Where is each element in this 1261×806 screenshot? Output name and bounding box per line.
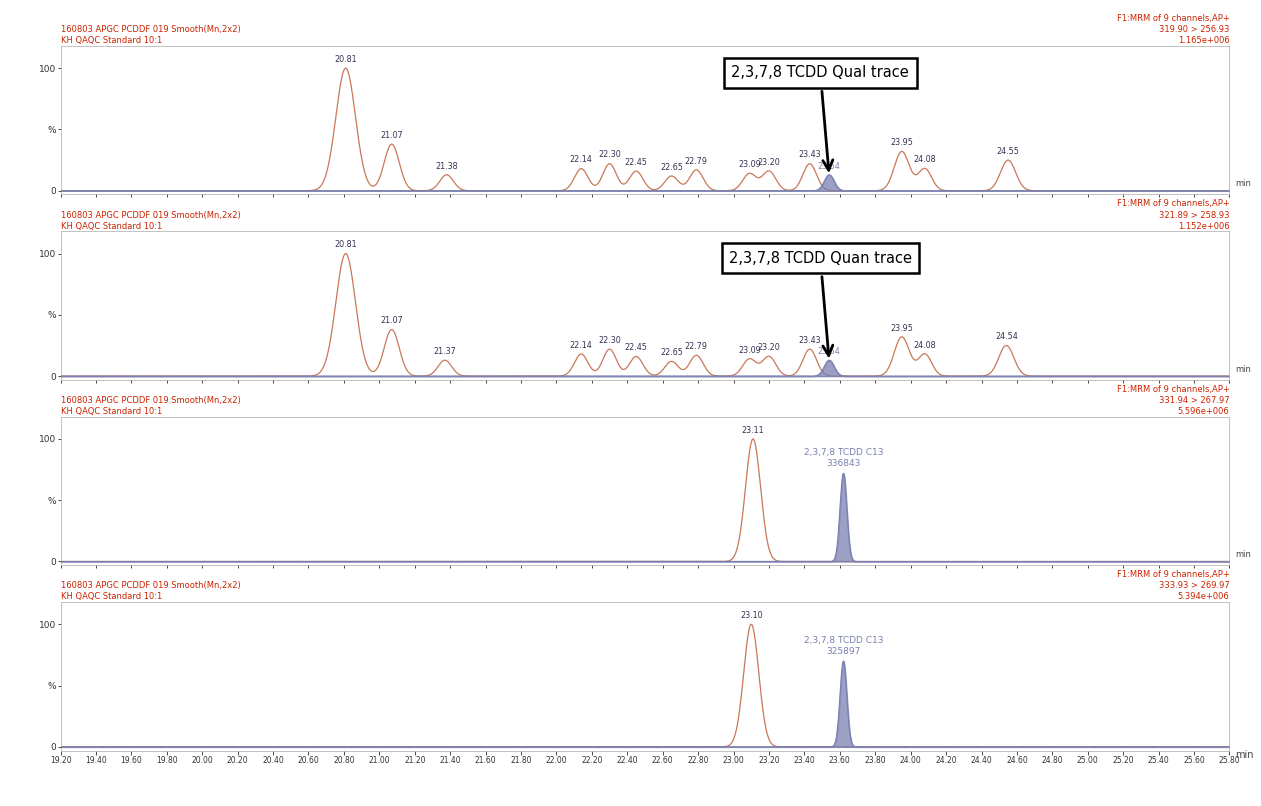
Text: 23.09: 23.09: [738, 160, 760, 169]
Text: 22.45: 22.45: [624, 343, 648, 352]
Text: 23.20: 23.20: [758, 343, 781, 352]
Text: 24.54: 24.54: [995, 332, 1018, 341]
Text: 160803 APGC PCDDF 019 Smooth(Mn,2x2)
KH QAQC Standard 10:1: 160803 APGC PCDDF 019 Smooth(Mn,2x2) KH …: [61, 210, 241, 231]
Text: 23.54: 23.54: [818, 347, 841, 356]
Text: 22.65: 22.65: [660, 348, 683, 357]
Text: 23.43: 23.43: [798, 151, 821, 160]
Text: 2,3,7,8 TCDD C13
325897: 2,3,7,8 TCDD C13 325897: [803, 636, 883, 656]
Text: 23.54: 23.54: [818, 161, 841, 171]
Text: 21.38: 21.38: [435, 161, 458, 171]
Text: 160803 APGC PCDDF 019 Smooth(Mn,2x2)
KH QAQC Standard 10:1: 160803 APGC PCDDF 019 Smooth(Mn,2x2) KH …: [61, 25, 241, 45]
Text: F1:MRM of 9 channels,AP+
319.90 > 256.93
1.165e+006: F1:MRM of 9 channels,AP+ 319.90 > 256.93…: [1117, 14, 1229, 45]
Text: 24.08: 24.08: [913, 156, 936, 164]
Text: F1:MRM of 9 channels,AP+
331.94 > 267.97
5.596e+006: F1:MRM of 9 channels,AP+ 331.94 > 267.97…: [1117, 384, 1229, 416]
Text: 21.07: 21.07: [381, 131, 404, 140]
Text: min: min: [1235, 750, 1253, 760]
Text: 22.14: 22.14: [570, 156, 593, 164]
Text: 22.65: 22.65: [660, 163, 683, 172]
Text: 23.10: 23.10: [740, 611, 763, 620]
Text: min: min: [1235, 364, 1251, 374]
Text: 22.45: 22.45: [624, 158, 648, 167]
Text: 20.81: 20.81: [334, 55, 357, 64]
Text: 20.81: 20.81: [334, 240, 357, 249]
Text: 2,3,7,8 TCDD Qual trace: 2,3,7,8 TCDD Qual trace: [731, 65, 909, 170]
Text: min: min: [1235, 179, 1251, 189]
Text: 23.95: 23.95: [890, 138, 913, 147]
Text: F1:MRM of 9 channels,AP+
321.89 > 258.93
1.152e+006: F1:MRM of 9 channels,AP+ 321.89 > 258.93…: [1117, 199, 1229, 231]
Text: F1:MRM of 9 channels,AP+
333.93 > 269.97
5.394e+006: F1:MRM of 9 channels,AP+ 333.93 > 269.97…: [1117, 570, 1229, 601]
Text: 22.30: 22.30: [598, 151, 620, 160]
Text: min: min: [1235, 550, 1251, 559]
Text: 23.20: 23.20: [758, 158, 781, 167]
Text: 23.95: 23.95: [890, 323, 913, 333]
Text: 22.30: 22.30: [598, 336, 620, 345]
Text: 21.37: 21.37: [434, 347, 456, 356]
Text: 24.08: 24.08: [913, 341, 936, 350]
Text: 23.43: 23.43: [798, 336, 821, 345]
Text: 2,3,7,8 TCDD C13
336843: 2,3,7,8 TCDD C13 336843: [803, 448, 883, 468]
Text: 160803 APGC PCDDF 019 Smooth(Mn,2x2)
KH QAQC Standard 10:1: 160803 APGC PCDDF 019 Smooth(Mn,2x2) KH …: [61, 396, 241, 416]
Text: 21.07: 21.07: [381, 316, 404, 326]
Text: 22.79: 22.79: [685, 156, 707, 165]
Text: 160803 APGC PCDDF 019 Smooth(Mn,2x2)
KH QAQC Standard 10:1: 160803 APGC PCDDF 019 Smooth(Mn,2x2) KH …: [61, 581, 241, 601]
Text: 24.55: 24.55: [996, 147, 1020, 156]
Text: 22.79: 22.79: [685, 342, 707, 351]
Text: 2,3,7,8 TCDD Quan trace: 2,3,7,8 TCDD Quan trace: [729, 251, 912, 355]
Text: 23.09: 23.09: [738, 346, 760, 355]
Text: 22.14: 22.14: [570, 341, 593, 350]
Text: 23.11: 23.11: [741, 426, 764, 434]
